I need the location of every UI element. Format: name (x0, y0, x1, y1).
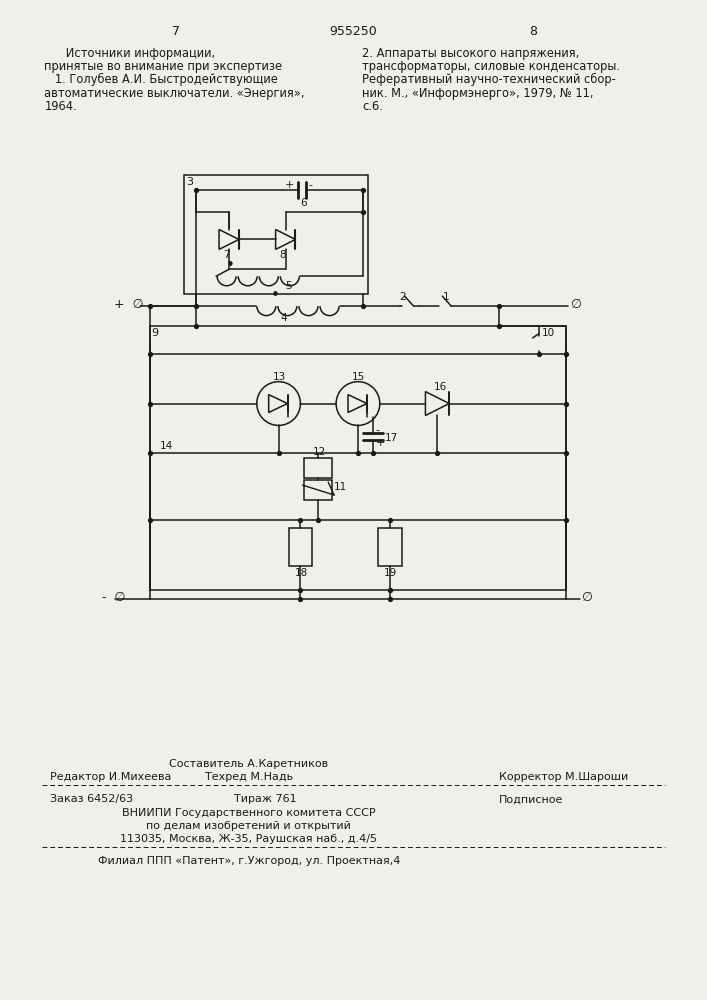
Text: 16: 16 (433, 382, 447, 392)
Text: -  ∅: - ∅ (102, 591, 125, 604)
Text: 4: 4 (281, 313, 287, 323)
Text: по делам изобретений и открытий: по делам изобретений и открытий (146, 821, 351, 831)
Text: Составитель А.Каретников: Составитель А.Каретников (169, 759, 328, 769)
Text: ник. М., «Информэнерго», 1979, № 11,: ник. М., «Информэнерго», 1979, № 11, (362, 87, 593, 100)
Text: трансформаторы, силовые конденсаторы.: трансформаторы, силовые конденсаторы. (362, 60, 620, 73)
Text: 19: 19 (384, 568, 397, 578)
Text: 113035, Москва, Ж-35, Раушская наб., д.4/5: 113035, Москва, Ж-35, Раушская наб., д.4… (120, 834, 378, 844)
Text: 955250: 955250 (329, 25, 377, 38)
Text: +: + (376, 438, 385, 448)
Text: 13: 13 (273, 372, 286, 382)
Text: 18: 18 (295, 568, 308, 578)
Text: 2. Аппараты высокого напряжения,: 2. Аппараты высокого напряжения, (362, 47, 579, 60)
Text: Филиал ППП «Патент», г.Ужгород, ул. Проектная,4: Филиал ППП «Патент», г.Ужгород, ул. Прое… (98, 856, 400, 866)
Text: ∅: ∅ (571, 298, 581, 311)
Text: +: + (284, 180, 294, 190)
Text: 6: 6 (300, 198, 307, 208)
Text: -: - (308, 180, 312, 190)
Bar (378, 528, 402, 566)
Text: 14: 14 (160, 441, 173, 451)
Text: 9: 9 (151, 328, 159, 338)
Text: с.6.: с.6. (362, 100, 382, 113)
Bar (288, 528, 312, 566)
Text: 1964.: 1964. (45, 100, 77, 113)
Text: Тираж 761: Тираж 761 (235, 794, 297, 804)
Bar (305, 458, 332, 478)
Text: 2: 2 (399, 292, 407, 302)
Text: 3: 3 (187, 177, 193, 187)
Text: автоматические выключатели. «Энергия»,: автоматические выключатели. «Энергия», (45, 87, 305, 100)
Text: 7: 7 (223, 250, 230, 260)
Text: 10: 10 (542, 328, 554, 338)
Text: Корректор М.Шароши: Корректор М.Шароши (499, 772, 628, 782)
Text: +  ∅: + ∅ (114, 298, 144, 311)
Text: 17: 17 (385, 433, 398, 443)
Text: 7: 7 (173, 25, 180, 38)
Bar (150, 326, 566, 589)
Text: ВНИИПИ Государственного комитета СССР: ВНИИПИ Государственного комитета СССР (122, 808, 375, 818)
Text: принятые во внимание при экспертизе: принятые во внимание при экспертизе (45, 60, 283, 73)
Text: Заказ 6452/63: Заказ 6452/63 (50, 794, 134, 804)
Bar (305, 480, 332, 500)
Text: Редактор И.Михеева: Редактор И.Михеева (50, 772, 172, 782)
Text: •: • (226, 258, 235, 273)
Text: Техред М.Надь: Техред М.Надь (205, 772, 293, 782)
Text: •: • (271, 288, 279, 303)
Text: 5: 5 (286, 281, 292, 291)
Bar (185, 175, 368, 294)
Text: 8: 8 (279, 250, 286, 260)
Text: 8: 8 (530, 25, 537, 38)
Text: 15: 15 (352, 372, 366, 382)
Text: ∅: ∅ (581, 591, 592, 604)
Text: 12: 12 (312, 447, 326, 457)
Text: 1. Голубев А.И. Быстродействующие: 1. Голубев А.И. Быстродействующие (45, 73, 279, 86)
Text: -: - (376, 425, 380, 435)
Text: Источники информации,: Источники информации, (45, 47, 216, 60)
Text: 1: 1 (443, 292, 450, 302)
Text: 11: 11 (334, 482, 347, 492)
Text: Подписное: Подписное (499, 794, 563, 804)
Text: Реферативный научно-технический сбор-: Реферативный научно-технический сбор- (362, 73, 616, 86)
